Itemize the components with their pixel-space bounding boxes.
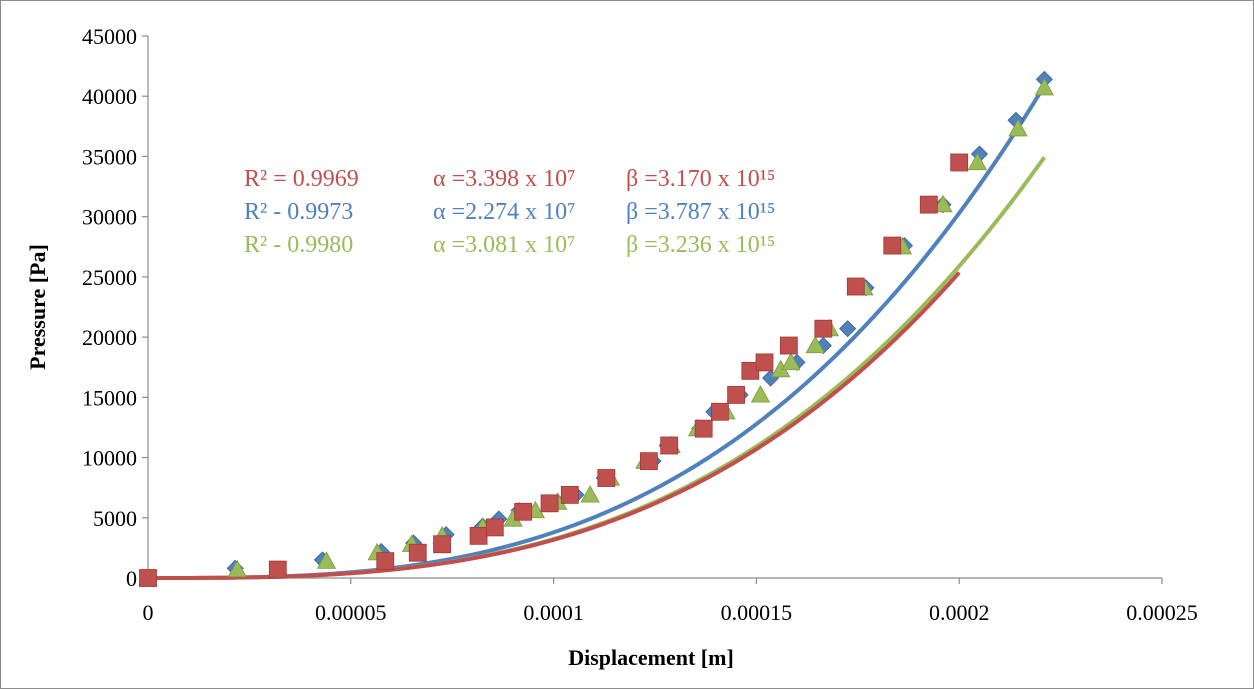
data-point-triangle (227, 559, 247, 578)
y-tick-label: 45000 (82, 24, 137, 49)
data-point-diamond (839, 320, 857, 338)
data-point-triangle (805, 335, 825, 354)
y-tick-label: 10000 (82, 446, 137, 471)
x-tick-label: 0.0002 (929, 600, 990, 625)
x-axis-title: Displacement [m] (568, 645, 734, 670)
annotation-alpha: α =2.274 x 10⁷ (433, 199, 575, 225)
data-point-square (846, 277, 865, 296)
data-point-square (560, 485, 579, 504)
x-tick-label: 0.00025 (1126, 600, 1198, 625)
fit-annotations: R² = 0.9969 α =3.398 x 10⁷ β =3.170 x 10¹⁵… (244, 166, 775, 258)
data-point-square (694, 419, 713, 438)
data-point-triangle (580, 485, 600, 503)
data-point-triangle (1034, 77, 1055, 96)
data-point-square (485, 518, 504, 537)
data-point-square (469, 526, 488, 545)
x-tick-label: 0.00005 (315, 600, 387, 625)
data-point-square (514, 502, 533, 521)
annotation-alpha: α =3.398 x 10⁷ (433, 166, 575, 192)
data-point-square (408, 543, 427, 562)
y-tick-label: 0 (126, 566, 137, 591)
y-tick-label: 30000 (82, 205, 137, 230)
annotation-r2: R² - 0.9980 (244, 232, 353, 258)
axes: 0 5000 10000 15000 20000 25000 30000 35000 40000… (82, 24, 1198, 625)
y-tick-label: 20000 (82, 325, 137, 350)
data-point-triangle (933, 194, 953, 213)
data-point-triangle (1008, 118, 1028, 137)
data-point-square (640, 452, 658, 471)
annotation-beta: β =3.170 x 10¹⁵ (626, 166, 775, 192)
y-tick-label: 25000 (82, 265, 137, 290)
data-point-square (950, 153, 969, 172)
y-tick-label: 35000 (82, 144, 137, 169)
data-point-square (139, 569, 157, 587)
data-point-square (710, 402, 729, 421)
annotation-r2: R² - 0.9973 (244, 199, 353, 225)
y-tick-label: 15000 (82, 385, 137, 410)
data-point-triangle (967, 152, 988, 171)
y-tick-label: 5000 (93, 506, 137, 531)
data-point-square (919, 195, 938, 214)
data-point-square (268, 560, 287, 579)
data-point-square (540, 494, 559, 513)
fit-curves (148, 84, 1047, 580)
data-point-square (755, 353, 774, 372)
data-point-triangle (750, 385, 771, 403)
x-tick-label: 0.0001 (523, 600, 584, 625)
data-point-square (814, 319, 833, 338)
annotation-r2: R² = 0.9969 (244, 166, 359, 192)
x-tick-label: 0.00015 (721, 600, 793, 625)
data-point-triangle (781, 352, 801, 371)
data-point-square (883, 236, 902, 255)
data-point-square (727, 386, 746, 404)
annotation-alpha: α =3.081 x 10⁷ (433, 232, 575, 258)
data-point-square (597, 469, 616, 487)
data-point-square (376, 552, 395, 571)
data-point-square (433, 535, 451, 554)
data-point-square (660, 436, 679, 455)
annotation-beta: β =3.787 x 10¹⁵ (626, 199, 775, 225)
data-markers (138, 70, 1055, 587)
x-tick-label: 0 (143, 600, 154, 625)
data-point-square (779, 336, 798, 355)
data-point-triangle (316, 551, 337, 569)
y-tick-label: 40000 (82, 84, 137, 109)
y-axis-title: Pressure [Pa] (25, 244, 50, 370)
annotation-beta: β =3.236 x 10¹⁵ (626, 232, 775, 258)
fit-curve (148, 84, 1047, 580)
